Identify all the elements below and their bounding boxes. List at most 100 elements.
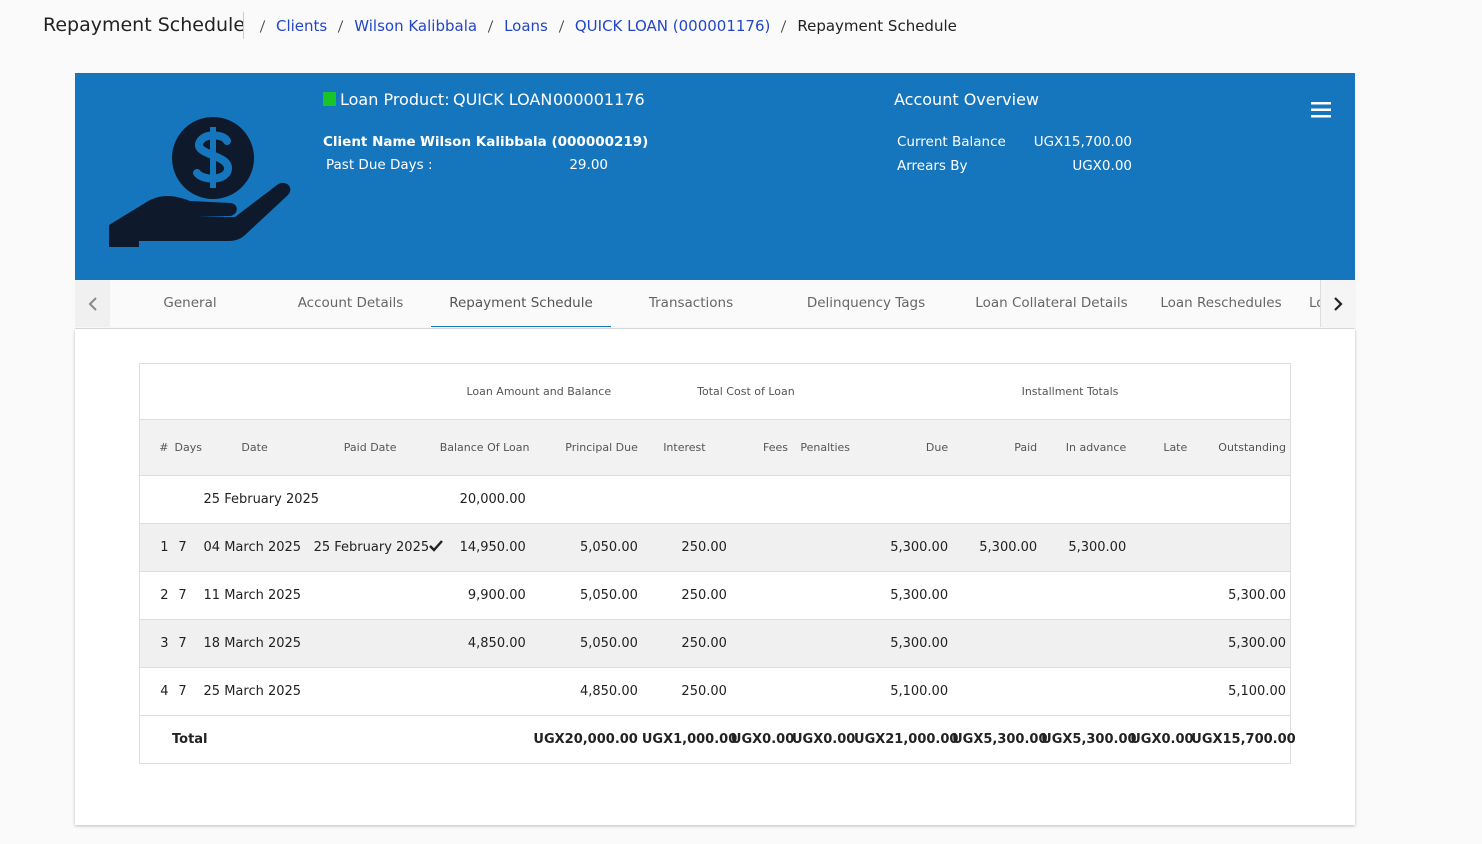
- group-header-row: Loan Amount and BalanceTotal Cost of Loa…: [140, 364, 1291, 420]
- cell: [731, 668, 792, 716]
- loan-card: Loan Product: QUICK LOAN 000001176 Clien…: [75, 73, 1355, 280]
- total-value: UGX21,000.00: [854, 716, 952, 764]
- overview-title: Account Overview: [894, 90, 1039, 109]
- tab[interactable]: Loan Reschedules: [1142, 280, 1300, 326]
- tab[interactable]: Delinquency Tags: [771, 280, 961, 326]
- cell: [952, 476, 1041, 524]
- menu-button[interactable]: [1311, 101, 1331, 119]
- schedule-row: 25 February 202520,000.00: [140, 476, 1291, 524]
- cell: 5,100.00: [854, 668, 952, 716]
- tab[interactable]: General: [110, 280, 270, 326]
- cell: [1130, 668, 1191, 716]
- tab[interactable]: Repayment Schedule: [431, 280, 611, 327]
- total-value: UGX0.00: [792, 716, 854, 764]
- cell-text: 5,300.00: [1068, 540, 1126, 555]
- total-value: UGX0.00: [731, 716, 792, 764]
- breadcrumb[interactable]: Clients: [276, 17, 327, 35]
- cell-text: 5,050.00: [580, 540, 638, 555]
- separator: [781, 20, 786, 33]
- cell: [731, 572, 792, 620]
- cell: 4,850.00: [440, 620, 530, 668]
- cell: 5,050.00: [530, 572, 642, 620]
- cell: [792, 620, 854, 668]
- cell: [1130, 524, 1191, 572]
- schedule-row: 4725 March 20254,850.00250.005,100.005,1…: [140, 668, 1291, 716]
- cell-text: 7: [178, 636, 186, 651]
- cell-text: 25 February 2025: [314, 540, 430, 555]
- total-row: TotalUGX20,000.00UGX1,000.00UGX0.00UGX0.…: [140, 716, 1291, 764]
- cell-text: 1: [160, 540, 168, 555]
- cell: [792, 524, 854, 572]
- cell-text: 5,300.00: [890, 636, 948, 651]
- tab[interactable]: Transactions: [611, 280, 771, 326]
- cell: 3: [140, 620, 175, 668]
- cell: [530, 476, 642, 524]
- cell-text: 5,100.00: [1228, 684, 1286, 699]
- breadcrumb[interactable]: Loans: [504, 17, 548, 35]
- cell: [792, 668, 854, 716]
- cell-text: 4,850.00: [468, 636, 526, 651]
- cell: [1130, 572, 1191, 620]
- cell-text: 3: [160, 636, 168, 651]
- cell-text: 5,300.00: [1228, 588, 1286, 603]
- separator: [260, 20, 265, 33]
- separator: [559, 20, 564, 33]
- tab[interactable]: Loan Collateral Details: [961, 280, 1142, 326]
- cell: 5,300.00: [854, 524, 952, 572]
- schedule-row: 2711 March 20259,900.005,050.00250.005,3…: [140, 572, 1291, 620]
- cell: 5,050.00: [530, 620, 642, 668]
- cell: [1191, 524, 1290, 572]
- scroll-left[interactable]: [75, 280, 110, 327]
- cell-text: 7: [178, 684, 186, 699]
- column-header: Outstanding: [1191, 420, 1290, 476]
- cell: 7: [175, 524, 195, 572]
- column-header: Penalties: [792, 420, 854, 476]
- cell-text: 5,100.00: [890, 684, 948, 699]
- total-value: UGX5,300.00: [952, 716, 1041, 764]
- group-header: Installment Totals: [854, 364, 1290, 420]
- column-header: Fees: [731, 420, 792, 476]
- cell: 25 February 2025: [305, 524, 440, 572]
- breadcrumbs: Clients Wilson Kalibbala Loans QUICK LOAN (…: [262, 17, 957, 35]
- cell: [440, 668, 530, 716]
- divider: [243, 12, 244, 39]
- cell: 5,300.00: [1191, 620, 1290, 668]
- cell: 25 March 2025: [195, 668, 305, 716]
- total-value: UGX5,300.00: [1041, 716, 1130, 764]
- cell: [1191, 476, 1290, 524]
- cell: 04 March 2025: [195, 524, 305, 572]
- cell: 5,300.00: [1191, 572, 1290, 620]
- cell: 5,050.00: [530, 524, 642, 572]
- cell: 25 February 2025: [195, 476, 305, 524]
- breadcrumb[interactable]: Wilson Kalibbala: [354, 17, 477, 35]
- cell: [952, 620, 1041, 668]
- group-header: [140, 364, 440, 420]
- cell: [305, 572, 440, 620]
- breadcrumb[interactable]: QUICK LOAN (000001176): [575, 17, 771, 35]
- cell: [305, 668, 440, 716]
- cell-text: 4: [160, 684, 168, 699]
- total-value: UGX0.00: [1130, 716, 1191, 764]
- overview-label: Current Balance: [897, 134, 1006, 150]
- cell: [854, 476, 952, 524]
- cell: 250.00: [642, 524, 731, 572]
- cell: [175, 476, 195, 524]
- cell: 18 March 2025: [195, 620, 305, 668]
- column-header: Balance Of Loan: [440, 420, 530, 476]
- overview-value: UGX15,700.00: [1034, 134, 1132, 150]
- cell: [1130, 476, 1191, 524]
- cell: [642, 476, 731, 524]
- cell-text: 9,900.00: [468, 588, 526, 603]
- separator: [488, 20, 493, 33]
- tab[interactable]: Account Details: [270, 280, 431, 326]
- group-header: Total Cost of Loan: [642, 364, 854, 420]
- column-header: Late: [1130, 420, 1191, 476]
- cell: [1041, 476, 1130, 524]
- page-title: Repayment Schedule: [43, 14, 245, 36]
- tab[interactable]: Lo: [1300, 280, 1320, 326]
- cell-text: 11 March 2025: [204, 588, 302, 603]
- scroll-right[interactable]: [1320, 280, 1356, 327]
- cell: 5,300.00: [854, 620, 952, 668]
- cell-text: 5,300.00: [890, 540, 948, 555]
